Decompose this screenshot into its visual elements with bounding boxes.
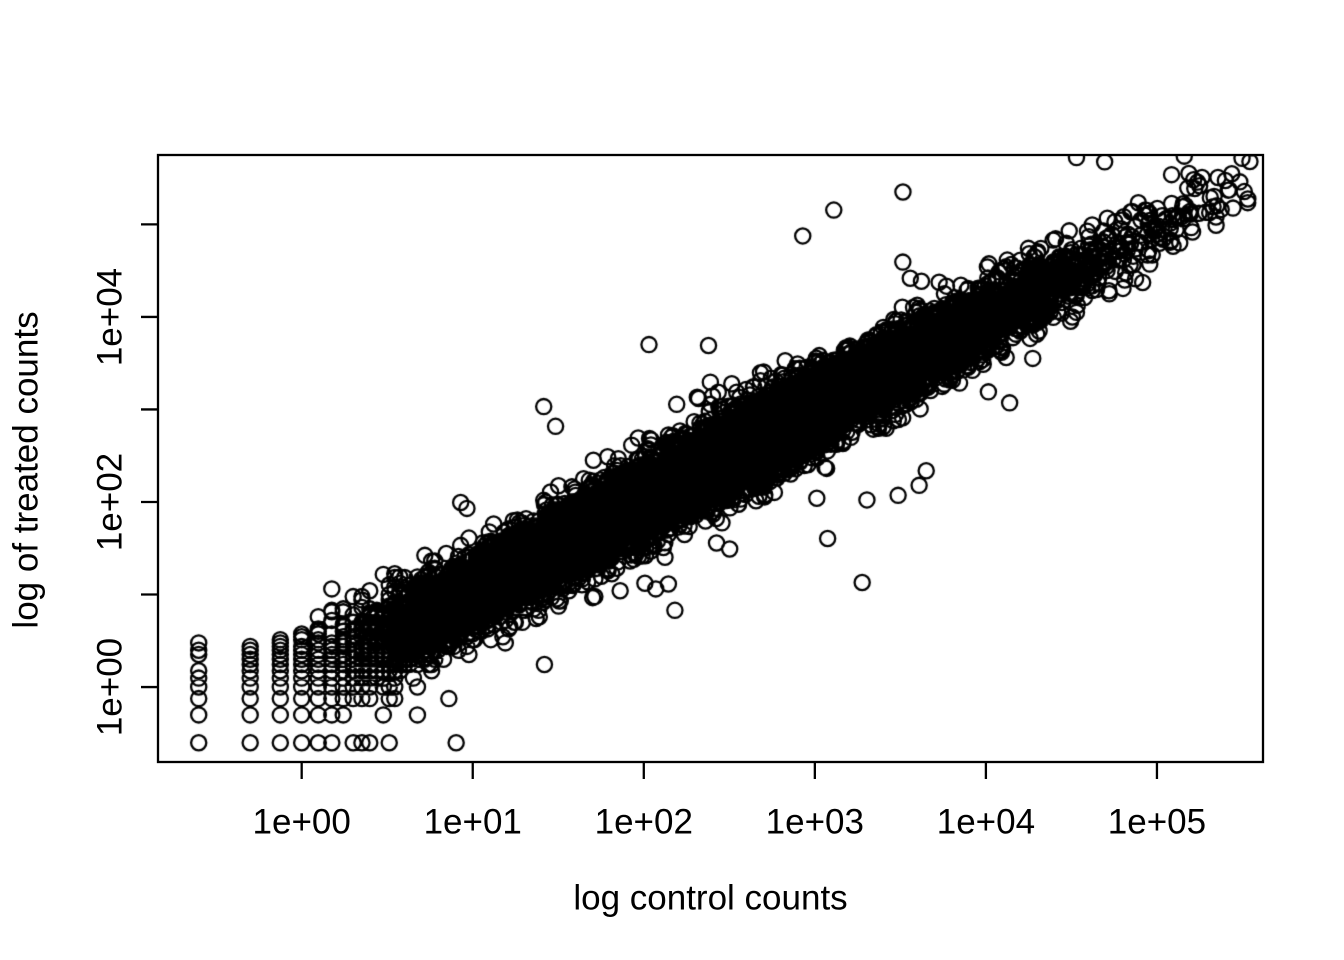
y-tick-label: 1e+02 — [90, 452, 130, 552]
x-tick-label: 1e+04 — [936, 802, 1036, 842]
x-tick-label: 1e+03 — [765, 802, 864, 842]
x-tick-label: 1e+05 — [1107, 802, 1207, 842]
x-axis-title: log control counts — [573, 878, 848, 918]
plot-box — [156, 153, 1265, 764]
y-axis-title: log of treated counts — [6, 311, 46, 629]
y-tick-label: 1e+00 — [90, 637, 130, 737]
y-tick-label: 1e+04 — [90, 267, 130, 367]
scatter-points-canvas — [158, 155, 1263, 762]
x-tick-label: 1e+00 — [252, 802, 351, 842]
x-tick-label: 1e+02 — [594, 802, 693, 842]
x-tick-label: 1e+01 — [423, 802, 522, 842]
